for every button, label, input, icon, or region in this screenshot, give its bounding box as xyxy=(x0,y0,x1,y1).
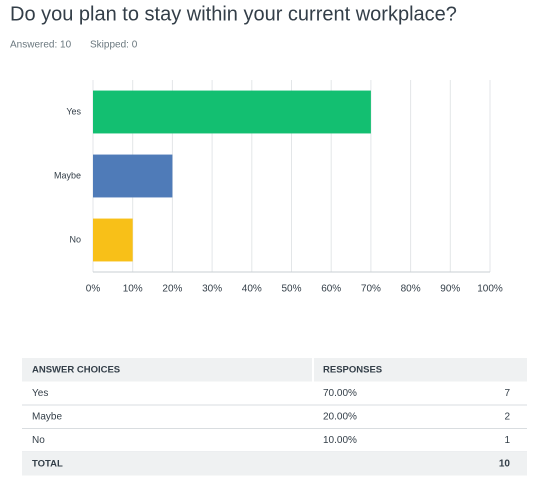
table-cell: No xyxy=(32,435,45,446)
table-total: TOTAL xyxy=(32,458,63,469)
table-header-bg xyxy=(22,358,527,382)
skipped-count: Skipped: 0 xyxy=(90,40,138,51)
x-tick-label: 60% xyxy=(321,284,341,295)
table-cell: 7 xyxy=(504,388,510,399)
table-header: ANSWER CHOICES xyxy=(32,364,120,375)
y-tick-label: Maybe xyxy=(54,170,81,180)
x-tick-label: 70% xyxy=(361,284,381,295)
bar xyxy=(93,154,173,198)
table-cell: 2 xyxy=(504,411,510,422)
table-cell: 70.00% xyxy=(323,388,357,399)
table-cell: Maybe xyxy=(32,411,62,422)
table-header: RESPONSES xyxy=(323,364,382,375)
bar xyxy=(93,90,371,134)
x-tick-label: 100% xyxy=(477,284,503,295)
table-cell: 1 xyxy=(504,435,510,446)
y-tick-label: Yes xyxy=(66,106,81,116)
y-tick-label: No xyxy=(69,234,81,244)
x-tick-label: 80% xyxy=(401,284,421,295)
x-tick-label: 40% xyxy=(242,284,262,295)
question-title: Do you plan to stay within your current … xyxy=(10,3,457,25)
table-cell: Yes xyxy=(32,388,48,399)
table-total-bg xyxy=(22,452,527,476)
x-tick-label: 90% xyxy=(440,284,460,295)
x-tick-label: 20% xyxy=(162,284,182,295)
bar xyxy=(93,218,133,262)
table-total: 10 xyxy=(499,458,511,469)
x-tick-label: 10% xyxy=(123,284,143,295)
x-tick-label: 50% xyxy=(281,284,301,295)
table-cell: 10.00% xyxy=(323,435,357,446)
answered-count: Answered: 10 xyxy=(10,40,72,51)
x-tick-label: 30% xyxy=(202,284,222,295)
x-tick-label: 0% xyxy=(86,284,101,295)
table-cell: 20.00% xyxy=(323,411,357,422)
